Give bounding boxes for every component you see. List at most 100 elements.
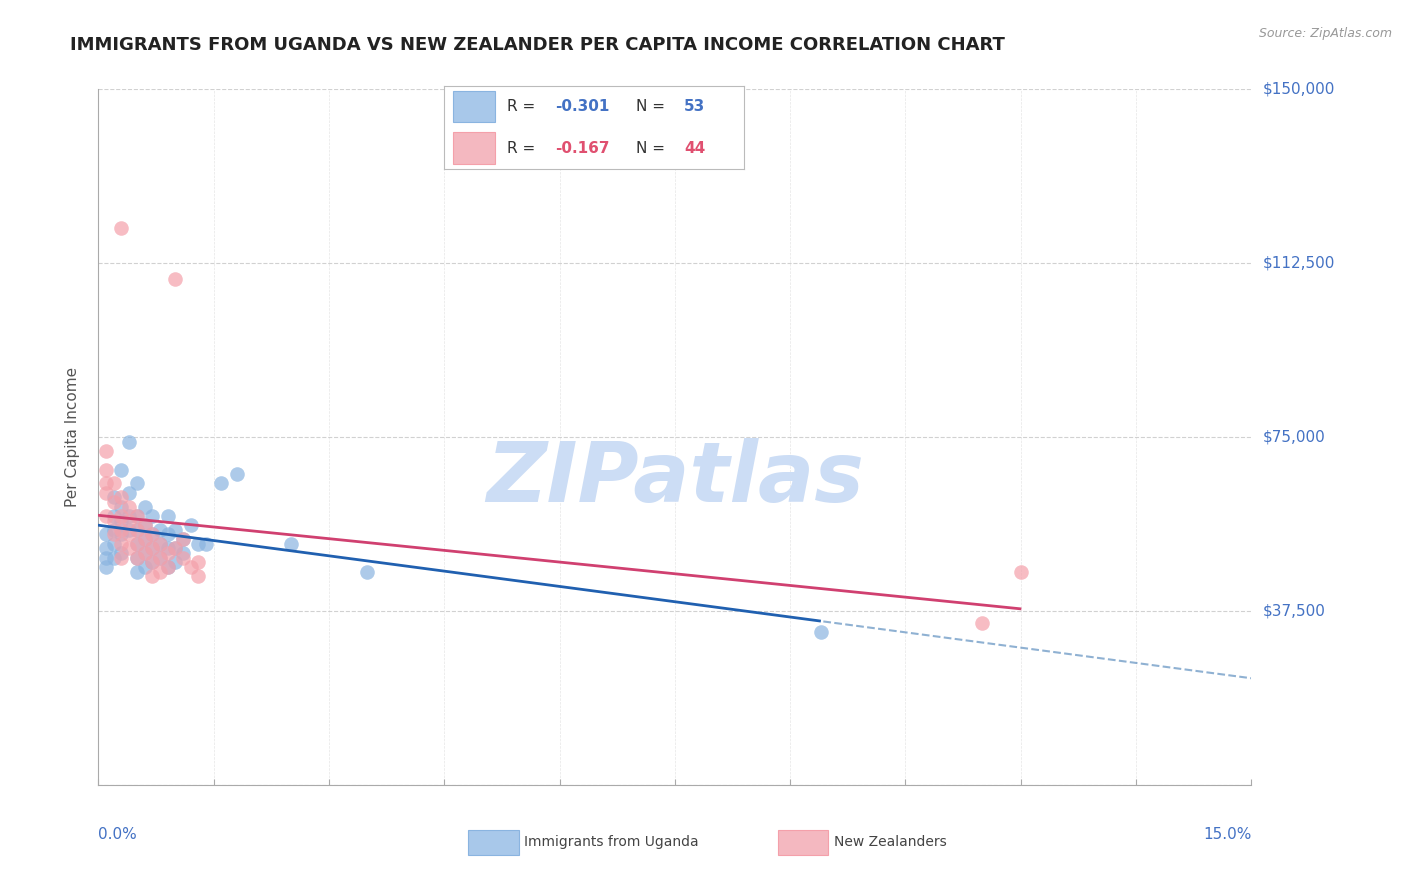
- Point: [103, 476, 125, 491]
- Point: [156, 560, 179, 574]
- Point: [141, 541, 163, 556]
- Point: [156, 527, 179, 541]
- Point: [165, 523, 187, 537]
- Point: [110, 508, 132, 523]
- Point: [356, 565, 378, 579]
- Point: [125, 476, 148, 491]
- Text: N =: N =: [636, 99, 671, 114]
- Point: [141, 508, 163, 523]
- FancyBboxPatch shape: [453, 91, 495, 122]
- Point: [103, 523, 125, 537]
- Point: [134, 546, 156, 560]
- Point: [172, 532, 194, 546]
- Point: [94, 560, 117, 574]
- Point: [125, 508, 148, 523]
- Point: [103, 514, 125, 528]
- Point: [180, 560, 202, 574]
- Point: [141, 527, 163, 541]
- Point: [110, 523, 132, 537]
- Point: [94, 462, 117, 476]
- Point: [125, 537, 148, 551]
- Point: [149, 550, 172, 565]
- Point: [118, 485, 141, 500]
- Text: -0.301: -0.301: [555, 99, 610, 114]
- Point: [94, 476, 117, 491]
- Point: [94, 508, 117, 523]
- Text: -0.167: -0.167: [555, 141, 610, 156]
- Point: [165, 555, 187, 569]
- Text: Immigrants from Uganda: Immigrants from Uganda: [524, 835, 699, 849]
- Point: [110, 527, 132, 541]
- Point: [110, 537, 132, 551]
- Point: [165, 541, 187, 556]
- Point: [94, 550, 117, 565]
- Text: $150,000: $150,000: [1263, 82, 1334, 96]
- Text: IMMIGRANTS FROM UGANDA VS NEW ZEALANDER PER CAPITA INCOME CORRELATION CHART: IMMIGRANTS FROM UGANDA VS NEW ZEALANDER …: [70, 36, 1005, 54]
- Point: [118, 508, 141, 523]
- Point: [103, 495, 125, 509]
- Text: $37,500: $37,500: [1263, 604, 1326, 618]
- Point: [149, 523, 172, 537]
- Point: [103, 491, 125, 505]
- Point: [134, 532, 156, 546]
- Point: [110, 500, 132, 514]
- Point: [180, 518, 202, 533]
- Point: [118, 434, 141, 449]
- Point: [118, 514, 141, 528]
- Text: $75,000: $75,000: [1263, 430, 1326, 444]
- Point: [103, 508, 125, 523]
- Point: [134, 518, 156, 533]
- Point: [118, 527, 141, 541]
- Point: [110, 462, 132, 476]
- Point: [118, 523, 141, 537]
- Text: 15.0%: 15.0%: [1204, 827, 1251, 842]
- Text: N =: N =: [636, 141, 671, 156]
- Text: ZIPatlas: ZIPatlas: [486, 438, 863, 519]
- Point: [141, 569, 163, 583]
- Point: [156, 546, 179, 560]
- Point: [118, 500, 141, 514]
- Text: New Zealanders: New Zealanders: [834, 835, 946, 849]
- Point: [156, 560, 179, 574]
- Point: [141, 555, 163, 569]
- Point: [810, 624, 832, 639]
- Point: [149, 565, 172, 579]
- Point: [172, 546, 194, 560]
- Point: [187, 537, 209, 551]
- Text: R =: R =: [508, 141, 540, 156]
- Point: [149, 550, 172, 565]
- Point: [172, 532, 194, 546]
- Point: [225, 467, 247, 482]
- Point: [125, 523, 148, 537]
- Point: [141, 541, 163, 556]
- Point: [94, 527, 117, 541]
- Point: [134, 560, 156, 574]
- Point: [125, 508, 148, 523]
- Point: [149, 537, 172, 551]
- Point: [110, 546, 132, 560]
- Point: [165, 541, 187, 556]
- Point: [94, 444, 117, 458]
- Point: [125, 550, 148, 565]
- Point: [165, 272, 187, 286]
- Point: [156, 541, 179, 556]
- Point: [110, 550, 132, 565]
- Point: [103, 550, 125, 565]
- Point: [94, 485, 117, 500]
- Text: $112,500: $112,500: [1263, 256, 1334, 270]
- Point: [134, 518, 156, 533]
- Point: [134, 532, 156, 546]
- Point: [195, 537, 218, 551]
- Point: [1010, 565, 1032, 579]
- Point: [103, 537, 125, 551]
- Point: [149, 537, 172, 551]
- Point: [141, 527, 163, 541]
- Point: [187, 569, 209, 583]
- Point: [125, 537, 148, 551]
- Text: R =: R =: [508, 99, 540, 114]
- Text: 53: 53: [685, 99, 706, 114]
- Point: [972, 615, 994, 630]
- Point: [125, 565, 148, 579]
- Point: [103, 527, 125, 541]
- Point: [110, 221, 132, 235]
